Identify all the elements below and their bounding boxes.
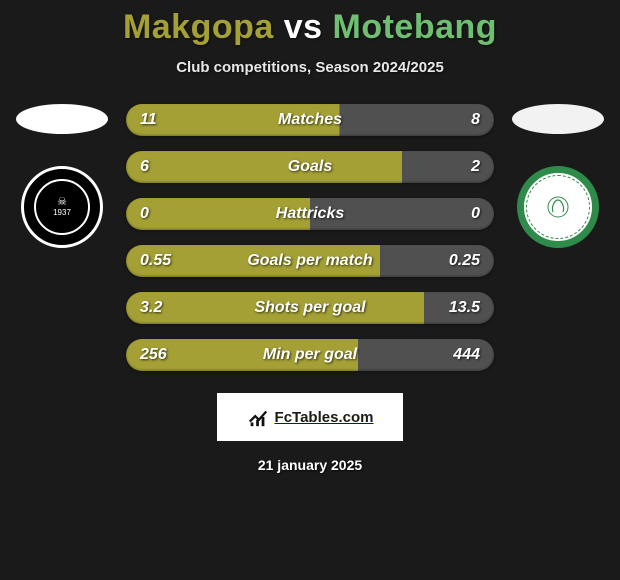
stat-row: 0.55 Goals per match 0.25 bbox=[126, 245, 494, 277]
stat-row: 11 Matches 8 bbox=[126, 104, 494, 136]
stat-row: 3.2 Shots per goal 13.5 bbox=[126, 292, 494, 324]
stat-row: 6 Goals 2 bbox=[126, 151, 494, 183]
stat-value-right: 0.25 bbox=[440, 252, 480, 270]
badge-year: 1937 bbox=[53, 208, 71, 217]
stat-value-left: 0 bbox=[140, 205, 180, 223]
subtitle: Club competitions, Season 2024/2025 bbox=[0, 59, 620, 76]
player-placeholder-right bbox=[512, 104, 604, 134]
team-column-right bbox=[508, 104, 608, 248]
stat-value-left: 0.55 bbox=[140, 252, 180, 270]
title-left: Makgopa bbox=[123, 8, 274, 46]
stat-value-right: 8 bbox=[440, 111, 480, 129]
team-column-left: ☠ 1937 bbox=[12, 104, 112, 248]
stat-value-left: 11 bbox=[140, 111, 180, 129]
title-right: Motebang bbox=[333, 8, 498, 46]
skull-icon: ☠ bbox=[57, 197, 67, 208]
stats-column: 11 Matches 8 6 Goals 2 0 Hattricks 0 0.55 Goals pe… bbox=[126, 104, 494, 371]
player-placeholder-left bbox=[16, 104, 108, 134]
stat-row: 0 Hattricks 0 bbox=[126, 198, 494, 230]
team-badge-left: ☠ 1937 bbox=[21, 166, 103, 248]
page-title: Makgopa vs Motebang bbox=[0, 8, 620, 47]
stat-label: Goals per match bbox=[247, 252, 372, 270]
stat-row: 256 Min per goal 444 bbox=[126, 339, 494, 371]
badge-inner-left: ☠ 1937 bbox=[34, 179, 90, 235]
main-section: ☠ 1937 11 Matches 8 6 Goals 2 0 Hattricks 0 0.55 G… bbox=[0, 104, 620, 371]
stat-value-right: 0 bbox=[440, 205, 480, 223]
badge-ring bbox=[526, 175, 590, 239]
stat-value-right: 13.5 bbox=[440, 299, 480, 317]
stat-value-left: 256 bbox=[140, 346, 180, 364]
stat-label: Goals bbox=[288, 158, 332, 176]
stat-value-right: 2 bbox=[440, 158, 480, 176]
generation-date: 21 january 2025 bbox=[0, 457, 620, 473]
stat-value-left: 6 bbox=[140, 158, 180, 176]
stat-value-left: 3.2 bbox=[140, 299, 180, 317]
stat-label: Shots per goal bbox=[254, 299, 365, 317]
stat-label: Matches bbox=[278, 111, 342, 129]
credit-text: FcTables.com bbox=[275, 409, 374, 426]
stat-value-right: 444 bbox=[440, 346, 480, 364]
credit-link[interactable]: FcTables.com bbox=[217, 393, 403, 441]
stat-label: Min per goal bbox=[263, 346, 357, 364]
comparison-widget: Makgopa vs Motebang Club competitions, S… bbox=[0, 0, 620, 473]
title-vs: vs bbox=[274, 8, 333, 46]
stat-label: Hattricks bbox=[276, 205, 344, 223]
team-badge-right bbox=[517, 166, 599, 248]
chart-icon bbox=[247, 406, 269, 428]
